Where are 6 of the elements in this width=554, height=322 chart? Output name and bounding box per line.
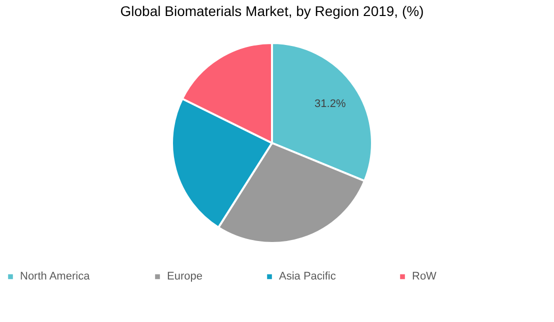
data-label: 31.2% [314, 98, 346, 110]
legend-label: Europe [167, 270, 202, 283]
legend-label: Asia Pacific [279, 270, 336, 283]
chart-title: Global Biomaterials Market, by Region 2019, (%) [120, 3, 424, 19]
legend-label: North America [20, 270, 91, 283]
legend-label: RoW [412, 270, 438, 283]
